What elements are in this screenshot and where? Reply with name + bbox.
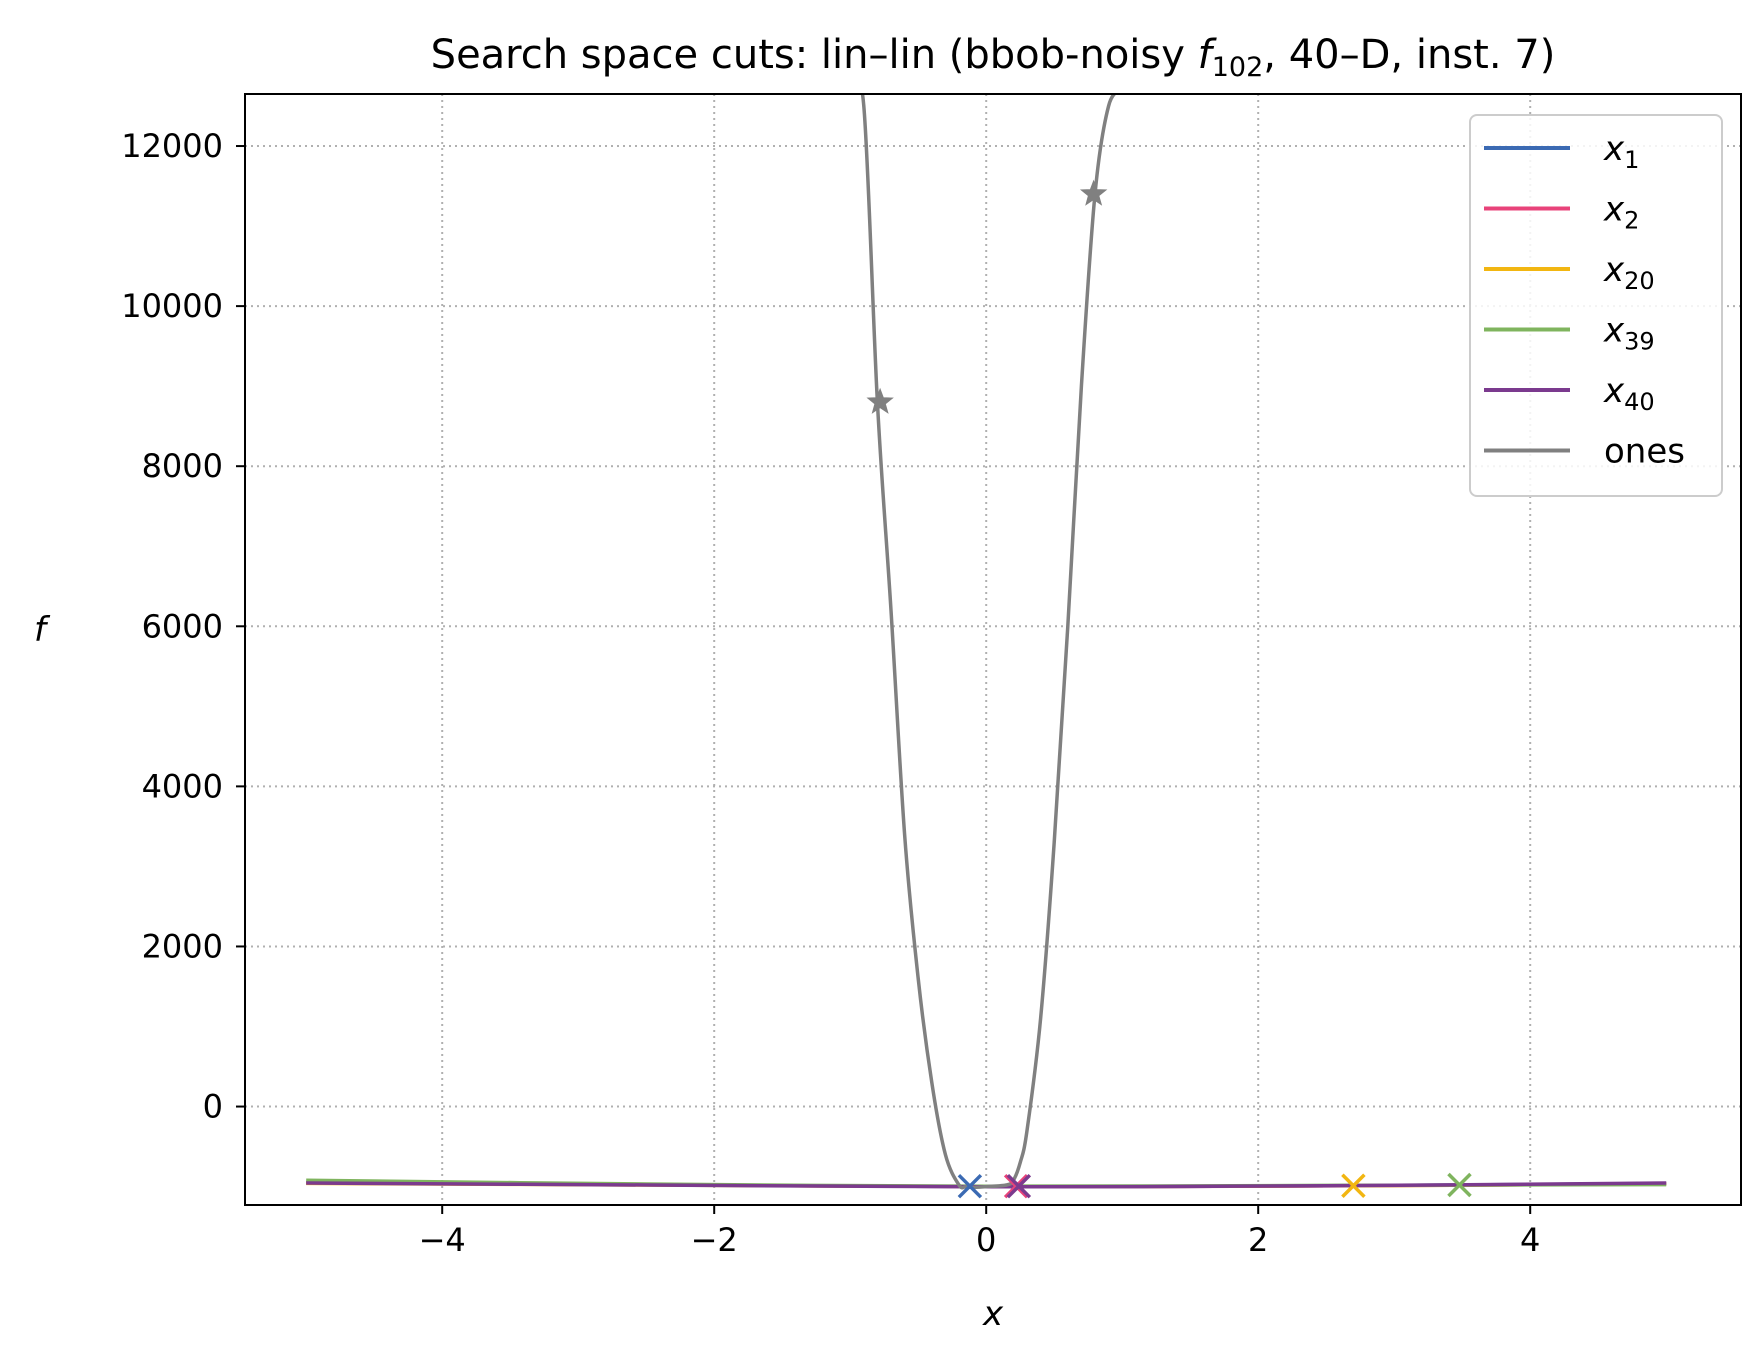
title-suffix: , 40–D, inst. 7)	[1263, 32, 1555, 78]
y-tick-label: 4000	[142, 767, 223, 805]
x-tick-label: 0	[976, 1221, 996, 1259]
marker-x39	[1447, 1172, 1472, 1198]
series-lines	[306, 94, 1667, 1190]
legend-label-base: x	[1603, 311, 1625, 351]
y-tick-label: 8000	[142, 447, 223, 485]
y-tick-label: 10000	[121, 287, 223, 325]
y-tick-label: 12000	[121, 127, 223, 165]
star-marker-ones	[866, 387, 894, 414]
legend-label-subscript: 20	[1624, 267, 1655, 295]
series-line-ones	[860, 94, 1118, 1190]
marker-x2	[1003, 1173, 1029, 1199]
legend-label-base: x	[1603, 250, 1625, 290]
title-func-subscript: 102	[1212, 52, 1264, 83]
y-tick-label: 2000	[142, 927, 223, 965]
grid	[245, 94, 1741, 1205]
legend-label-x39: x39	[1603, 311, 1655, 356]
legend-label-x40: x40	[1603, 371, 1655, 416]
y-tick-label: 6000	[142, 607, 223, 645]
series-markers	[866, 179, 1472, 1199]
legend-label-subscript: 39	[1624, 328, 1655, 356]
legend-label-base: x	[1603, 371, 1625, 411]
star-marker-ones	[1079, 179, 1108, 206]
title-prefix: Search space cuts: lin–lin (bbob-noisy	[431, 32, 1198, 78]
x-tick-label: 2	[1248, 1221, 1268, 1259]
legend-label-x1: x1	[1603, 129, 1639, 174]
plot-frame	[244, 93, 1742, 1206]
legend-label-base: x	[1603, 129, 1625, 169]
y-axis-label: f	[34, 610, 51, 650]
marker-x20	[1341, 1173, 1366, 1199]
legend-label-base: x	[1603, 190, 1625, 230]
y-axis-ticks: 0 2000 4000 6000 8000 10000 12000	[121, 127, 245, 1126]
legend-label-x2: x2	[1603, 190, 1639, 235]
x-tick-label: −4	[419, 1221, 466, 1259]
x-axis-ticks: −4 −2 0 2 4	[419, 1205, 1540, 1259]
legend-label-ones: ones	[1604, 432, 1685, 472]
legend-label-subscript: 2	[1624, 207, 1639, 235]
x-tick-label: 4	[1520, 1221, 1540, 1259]
marker-x40	[1006, 1173, 1032, 1199]
legend-label-subscript: 40	[1624, 388, 1655, 416]
chart-title: Search space cuts: lin–lin (bbob-noisy f…	[431, 32, 1556, 83]
x-axis-label: x	[982, 1294, 1004, 1334]
legend-label-x20: x20	[1603, 250, 1655, 295]
legend-label-subscript: 1	[1624, 146, 1639, 174]
marker-x1	[957, 1173, 983, 1199]
y-tick-label: 0	[203, 1088, 223, 1126]
x-tick-label: −2	[691, 1221, 738, 1259]
legend-label-base: ones	[1604, 432, 1685, 472]
